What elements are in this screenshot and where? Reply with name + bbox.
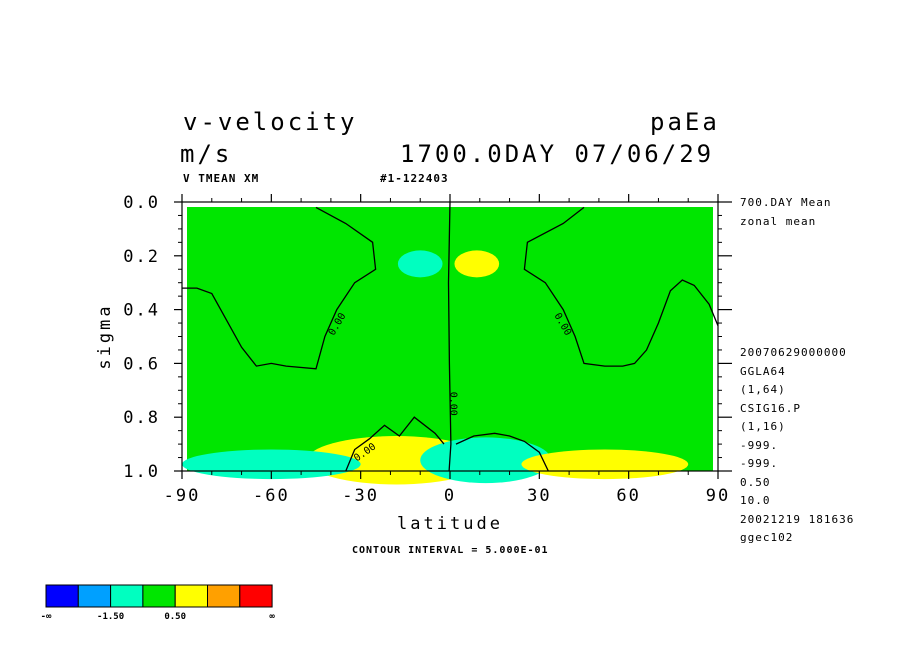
side-info-line: GGLA64	[740, 364, 786, 378]
side-info-line: 0.50	[740, 475, 771, 489]
run-id-label: #1-122403	[380, 172, 449, 185]
side-info-line: CSIG16.P	[740, 401, 801, 415]
zero-contour-line	[182, 206, 377, 370]
x-tick-label: 90	[706, 486, 730, 506]
contour-label: 0.00	[448, 392, 459, 416]
y-tick-label: 0.8	[123, 408, 160, 428]
colorbar-label: -∞	[41, 612, 52, 622]
shaded-region	[397, 250, 443, 278]
shaded-region	[420, 437, 552, 484]
shaded-region	[182, 449, 361, 480]
x-axis-label: latitude	[397, 514, 503, 534]
side-info-line: 20021219 181636	[740, 512, 855, 526]
x-tick-label: 0	[444, 486, 456, 506]
contour-interval-label: CONTOUR INTERVAL = 5.000E-01	[352, 545, 549, 556]
colorbar-swatch	[45, 584, 79, 608]
zero-contour-line	[345, 416, 445, 472]
side-info-bottom: 20070629000000 GGLA64 (1,64) CSIG16.P (1…	[740, 344, 854, 548]
shaded-region	[521, 449, 689, 480]
variable-label: V TMEAN XM	[183, 172, 260, 185]
zero-contour-line	[523, 206, 719, 367]
side-info-line: 10.0	[740, 494, 771, 507]
colorbar-swatch	[110, 584, 144, 608]
side-info-line: -999.	[740, 457, 779, 470]
colorbar-label: 0.50	[164, 612, 186, 622]
colorbar-swatch	[239, 584, 273, 608]
chart-title: v-velocity	[183, 108, 358, 136]
side-info-line: 700.DAY Mean	[740, 196, 832, 209]
colorbar-swatch	[142, 584, 176, 608]
experiment-name: paEa	[650, 108, 720, 136]
y-tick-label: 0.2	[123, 247, 160, 267]
y-tick-label: 0.6	[123, 354, 160, 374]
colorbar-swatch	[77, 584, 112, 608]
colorbar-label: ∞	[269, 612, 275, 622]
side-info-line: 20070629000000	[740, 346, 847, 359]
x-tick-label: -90	[164, 486, 201, 506]
time-label: 1700.0DAY 07/06/29	[400, 140, 715, 168]
colorbar-swatch	[207, 584, 241, 608]
side-info-top: 700.DAY Mean zonal mean	[740, 194, 831, 231]
side-info-line: ggec102	[740, 531, 794, 544]
units-label: m/s	[180, 140, 233, 168]
side-info-line: (1,64)	[740, 383, 786, 396]
y-tick-label: 0.4	[123, 301, 160, 321]
y-axis-label: sigma	[95, 303, 115, 369]
shaded-region	[454, 250, 500, 278]
x-tick-label: -60	[253, 486, 290, 506]
field-background	[187, 207, 713, 471]
colorbar-swatch	[174, 584, 208, 608]
x-tick-label: -30	[342, 486, 379, 506]
zero-contour-line	[455, 432, 549, 472]
x-tick-label: 60	[616, 486, 640, 506]
side-info-line: zonal mean	[740, 214, 817, 228]
side-info-line: (1,16)	[740, 420, 786, 433]
y-tick-label: 0.0	[123, 193, 160, 213]
x-tick-label: 30	[527, 486, 551, 506]
colorbar-label: -1.50	[97, 612, 124, 622]
zero-contour-line	[447, 201, 452, 472]
y-tick-label: 1.0	[123, 462, 160, 482]
side-info-line: -999.	[740, 438, 779, 452]
